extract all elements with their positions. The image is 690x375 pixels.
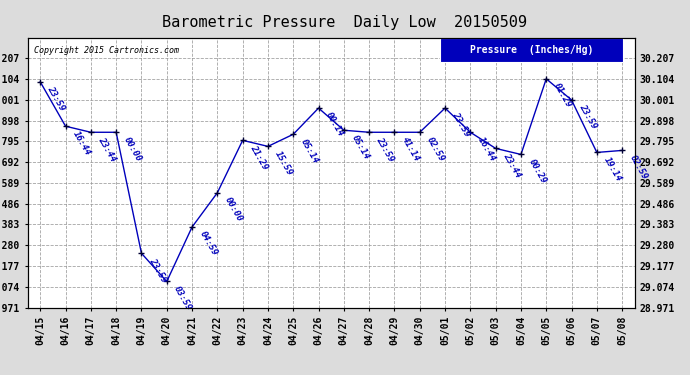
Text: 02:59: 02:59 xyxy=(628,153,649,181)
Text: 23:59: 23:59 xyxy=(577,103,598,130)
Text: 23:44: 23:44 xyxy=(501,151,522,179)
Text: 02:59: 02:59 xyxy=(425,135,446,163)
Text: 05:14: 05:14 xyxy=(349,133,371,161)
Text: 15:59: 15:59 xyxy=(273,149,295,177)
Text: 01:29: 01:29 xyxy=(552,82,573,110)
Text: 41:14: 41:14 xyxy=(400,135,421,163)
Text: 23:59: 23:59 xyxy=(147,256,168,284)
Text: 23:59: 23:59 xyxy=(375,135,396,163)
Text: 00:00: 00:00 xyxy=(223,195,244,223)
Text: 21:29: 21:29 xyxy=(248,143,269,171)
Text: 04:59: 04:59 xyxy=(197,230,219,258)
Text: 00:00: 00:00 xyxy=(121,135,143,163)
Text: 00:29: 00:29 xyxy=(526,157,548,185)
Text: 05:14: 05:14 xyxy=(299,137,320,165)
Text: 16:44: 16:44 xyxy=(71,129,92,157)
Text: 23:44: 23:44 xyxy=(97,135,117,163)
FancyBboxPatch shape xyxy=(440,38,622,62)
Text: Barometric Pressure  Daily Low  20150509: Barometric Pressure Daily Low 20150509 xyxy=(163,15,527,30)
Text: 16:44: 16:44 xyxy=(476,135,497,163)
Text: 23:59: 23:59 xyxy=(451,111,472,139)
Text: 19:14: 19:14 xyxy=(602,155,624,183)
Text: Copyright 2015 Cartronics.com: Copyright 2015 Cartronics.com xyxy=(34,46,179,55)
Text: 23:59: 23:59 xyxy=(46,85,67,112)
Text: Pressure  (Inches/Hg): Pressure (Inches/Hg) xyxy=(470,45,593,55)
Text: 03:59: 03:59 xyxy=(172,284,193,312)
Text: 00:14: 00:14 xyxy=(324,111,345,139)
